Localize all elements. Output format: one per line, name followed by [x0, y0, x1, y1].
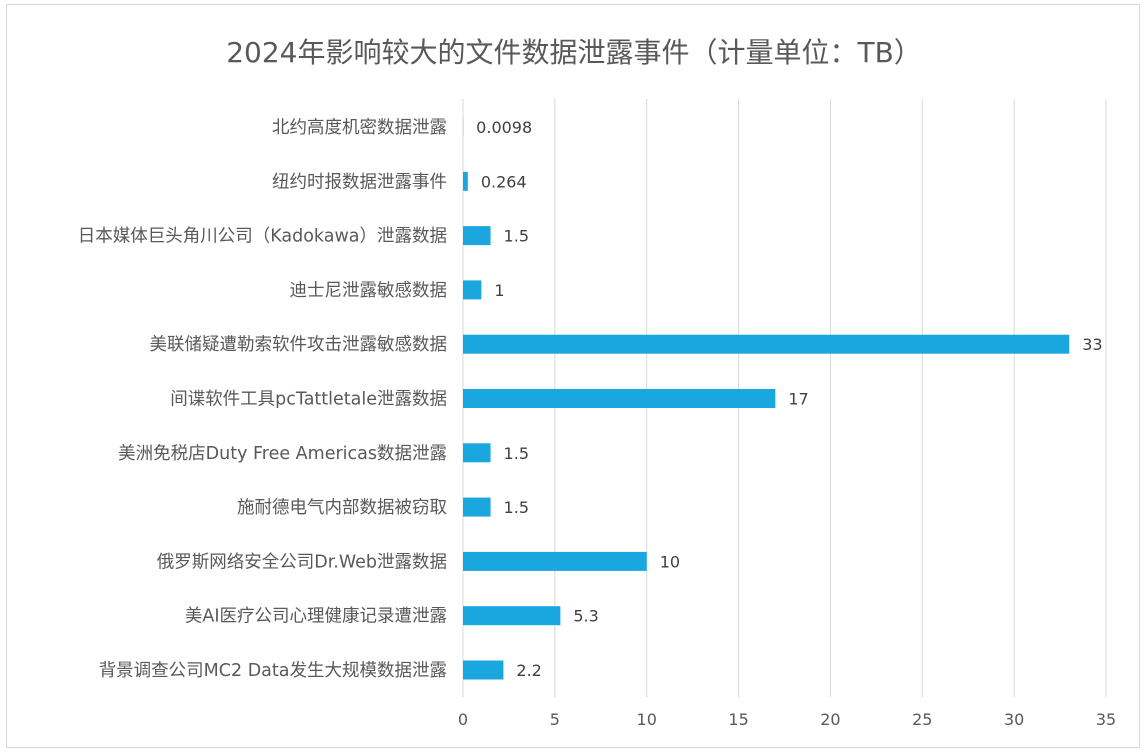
bar-chart: 0 5 10 15 20 25 30 35 北约高度机密数据泄露 0.0098 纽约时报数据泄露事件…	[78, 99, 1116, 729]
bar	[463, 497, 491, 517]
data-label: 1	[494, 281, 504, 300]
data-label: 1.5	[504, 444, 529, 463]
category-label: 美洲免税店Duty Free Americas数据泄露	[118, 444, 447, 464]
data-label: 0.264	[481, 172, 527, 191]
x-tick-label: 20	[820, 710, 840, 729]
data-label: 1.5	[504, 227, 529, 246]
bar	[463, 660, 504, 680]
x-tick-label: 10	[637, 710, 657, 729]
category-label: 俄罗斯网络安全公司Dr.Web泄露数据	[157, 552, 447, 572]
bar	[463, 171, 468, 191]
category-label: 迪士尼泄露敏感数据	[290, 281, 448, 301]
data-label: 0.0098	[476, 118, 532, 137]
category-label: 美联储疑遭勒索软件攻击泄露敏感数据	[150, 335, 448, 355]
category-label: 美AI医疗公司心理健康记录遭泄露	[185, 607, 447, 627]
category-label: 背景调查公司MC2 Data发生大规模数据泄露	[99, 661, 447, 681]
bar	[463, 389, 776, 408]
data-label: 33	[1082, 335, 1102, 354]
category-label: 纽约时报数据泄露事件	[272, 172, 447, 192]
data-label: 2.2	[516, 661, 541, 680]
bar	[463, 443, 491, 463]
data-label: 17	[788, 390, 808, 409]
data-label: 10	[660, 552, 680, 571]
bar	[463, 226, 491, 246]
x-tick-label: 0	[458, 710, 468, 729]
bar	[463, 334, 1070, 354]
x-tick-label: 15	[728, 710, 748, 729]
bar	[463, 280, 482, 300]
category-label: 施耐德电气内部数据被窃取	[237, 498, 447, 518]
x-tick-label: 25	[912, 710, 932, 729]
chart-title: 2024年影响较大的文件数据泄露事件（计量单位：TB）	[226, 36, 922, 69]
x-tick-label: 35	[1096, 710, 1116, 729]
category-label: 北约高度机密数据泄露	[272, 118, 447, 138]
bar	[463, 551, 647, 571]
category-label: 间谍软件工具pcTattletale泄露数据	[170, 390, 447, 410]
bar	[463, 606, 561, 626]
x-tick-label: 30	[1004, 710, 1024, 729]
data-label: 5.3	[573, 607, 598, 626]
chart-frame: 2024年影响较大的文件数据泄露事件（计量单位：TB） 0 5 10 15 20 25 30…	[6, 4, 1140, 748]
x-tick-label: 5	[550, 710, 560, 729]
data-label: 1.5	[504, 498, 529, 517]
category-label: 日本媒体巨头角川公司（Kadokawa）泄露数据	[78, 227, 447, 247]
